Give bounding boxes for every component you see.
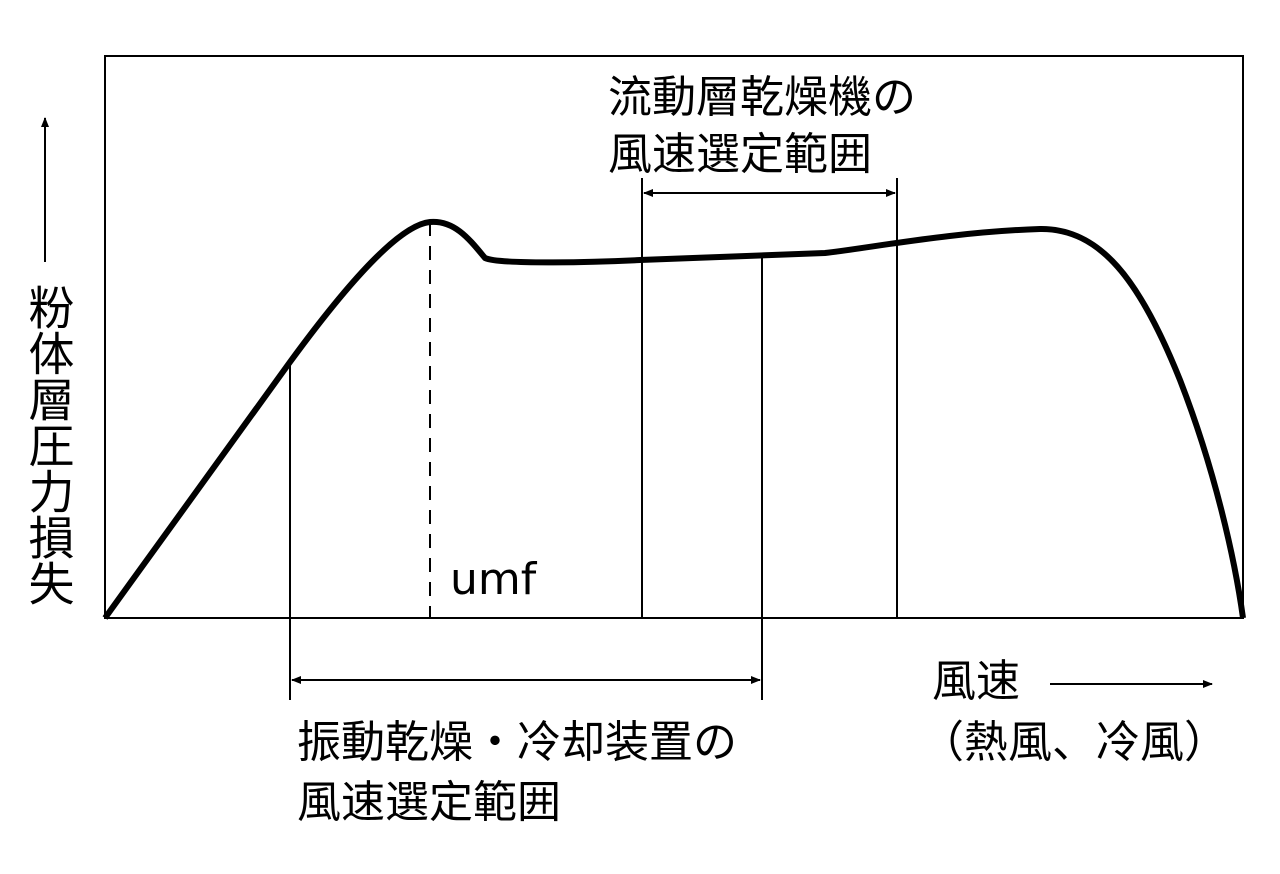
plot-frame bbox=[104, 55, 1244, 619]
y-axis-label: 粉体層圧力損失 bbox=[22, 284, 76, 606]
range-label: 風速選定範囲 bbox=[297, 777, 561, 828]
x-axis-label: 風速 bbox=[932, 656, 1020, 707]
pressure-curve bbox=[102, 218, 1246, 620]
x-axis-sublabel: （熱風、冷風） bbox=[920, 717, 1228, 768]
range-label: 風速選定範囲 bbox=[608, 129, 872, 180]
range-label: 流動層乾燥機の bbox=[608, 72, 916, 123]
range-label: 振動乾燥・冷却装置の bbox=[297, 717, 737, 768]
umf-label: umf bbox=[450, 554, 538, 605]
